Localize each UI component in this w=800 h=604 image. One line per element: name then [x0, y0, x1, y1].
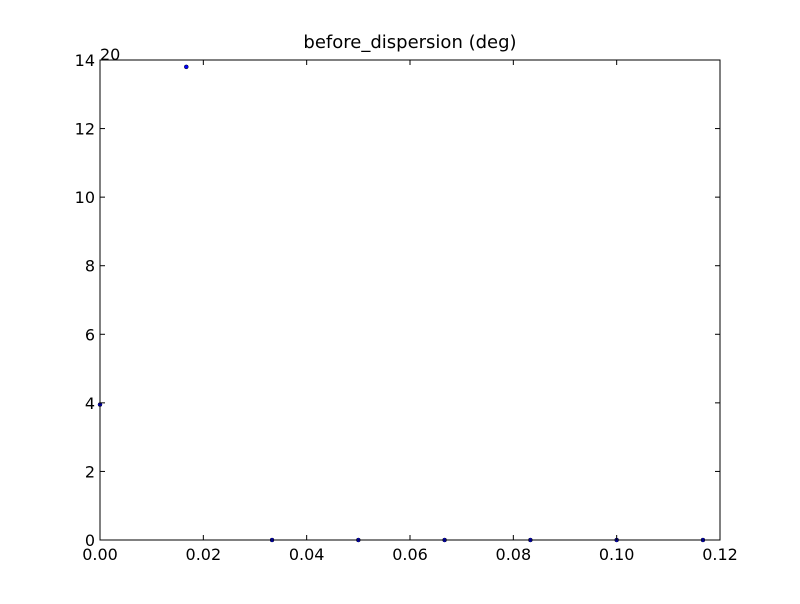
- chart-title: before_dispersion (deg): [303, 32, 516, 53]
- x-tick-label: 0.12: [702, 545, 738, 564]
- x-tick-label: 0.06: [392, 545, 428, 564]
- axes-frame: [99, 59, 721, 541]
- y-tick-label: 14: [75, 51, 95, 70]
- x-tick-label: 0.04: [289, 545, 325, 564]
- y-tick-label: 10: [75, 188, 95, 207]
- x-tick-label: 0.10: [599, 545, 635, 564]
- x-tick-label: 0.00: [82, 545, 118, 564]
- x-tick-label: 0.08: [496, 545, 532, 564]
- y-tick-label: 8: [85, 257, 95, 276]
- x-tick-label: 0.02: [186, 545, 222, 564]
- y-axis-offset-text: 20: [100, 45, 120, 64]
- y-tick-label: 6: [85, 325, 95, 344]
- y-tick-label: 12: [75, 120, 95, 139]
- y-tick-label: 0: [85, 531, 95, 550]
- y-tick-label: 2: [85, 462, 95, 481]
- y-tick-label: 4: [85, 394, 95, 413]
- data-point: [184, 64, 189, 70]
- plot-area: [97, 64, 706, 543]
- axes: 0.00 0.02 0.04 0.06 0.08 0.10 0.12 0 2 4 6 8 10 12 14: [75, 51, 738, 564]
